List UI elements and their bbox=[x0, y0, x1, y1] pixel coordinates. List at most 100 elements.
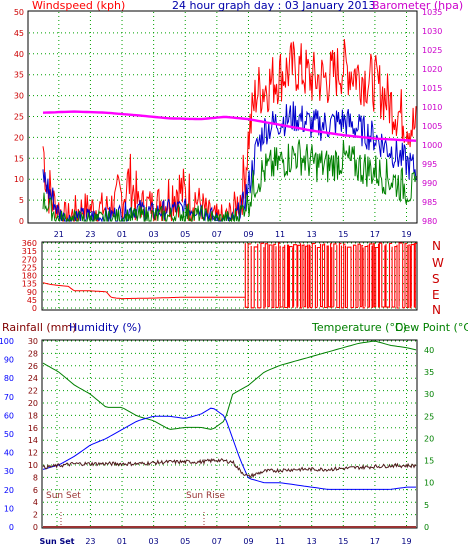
time-tick-label: 01 bbox=[117, 230, 127, 239]
direction-tick-label: 360 bbox=[22, 239, 37, 248]
temperature-panel-frame bbox=[41, 339, 418, 529]
rain-tick-label: 16 bbox=[28, 424, 38, 433]
sun-annotations: Sun Set Sun Rise bbox=[46, 491, 225, 527]
series-line-temperature bbox=[42, 340, 417, 430]
barometer-tick-label: 985 bbox=[422, 198, 437, 207]
direction-tick-label: 180 bbox=[22, 272, 37, 281]
sun-set-label: Sun Set bbox=[46, 491, 81, 501]
humidity-tick-label: 20 bbox=[4, 486, 14, 495]
dewpoint-axis-label: Dew Point (°C) bbox=[395, 321, 468, 334]
wind-tick-label: 5 bbox=[19, 196, 24, 205]
wind-tick-label: 45 bbox=[14, 29, 24, 38]
series-line-wind bbox=[42, 139, 417, 223]
humidity-tick-label: 40 bbox=[4, 449, 14, 458]
humidity-tick-label: 70 bbox=[4, 393, 14, 402]
time-tick-label: 03 bbox=[149, 537, 159, 546]
rain-tick-label: 8 bbox=[33, 473, 38, 482]
temperature-tick-label: 0 bbox=[424, 523, 429, 532]
humidity-axis-label: Humidity (%) bbox=[69, 321, 141, 334]
time-tick-label: 03 bbox=[149, 230, 159, 239]
direction-letter: S bbox=[432, 272, 440, 286]
rain-tick-label: 28 bbox=[28, 349, 38, 358]
temperature-tick-label: 15 bbox=[424, 457, 434, 466]
direction-tick-label: 90 bbox=[27, 288, 37, 297]
time-tick-label: 13 bbox=[307, 230, 317, 239]
humidity-tick-label: 60 bbox=[4, 411, 14, 420]
series-line-barometer bbox=[42, 110, 417, 142]
rain-tick-label: 10 bbox=[28, 461, 38, 470]
series-line-dew-point bbox=[42, 407, 416, 490]
temperature-tick-label: 35 bbox=[424, 368, 434, 377]
time-tick-label: 19 bbox=[401, 230, 411, 239]
wind-series bbox=[42, 38, 417, 223]
rain-tick-label: 12 bbox=[28, 449, 38, 458]
barometer-axis-label: Barometer (hpa) bbox=[372, 0, 463, 12]
direction-tick-label: 135 bbox=[22, 280, 37, 289]
barometer-tick-label: 1025 bbox=[422, 46, 442, 55]
time-tick-label: Sun Set bbox=[40, 537, 75, 546]
humidity-tick-label: 0 bbox=[9, 523, 14, 532]
time-tick-label: 15 bbox=[338, 537, 348, 546]
wind-tick-label: 50 bbox=[14, 8, 24, 17]
rain-tick-label: 30 bbox=[28, 337, 38, 346]
rain-tick-label: 26 bbox=[28, 362, 38, 371]
direction-letters: N W S E N bbox=[432, 239, 444, 317]
barometer-tick-label: 1035 bbox=[422, 8, 442, 17]
time-tick-label: 01 bbox=[117, 537, 127, 546]
wind-panel-frame bbox=[27, 10, 418, 224]
series-line-direction bbox=[42, 282, 246, 300]
time-tick-label: 19 bbox=[401, 537, 411, 546]
sun-rise-label: Sun Rise bbox=[186, 491, 225, 501]
barometer-tick-label: 990 bbox=[422, 179, 437, 188]
direction-panel-frame bbox=[41, 241, 418, 311]
time-tick-label: 23 bbox=[85, 230, 95, 239]
temperature-series bbox=[42, 340, 417, 528]
graph-title: 24 hour graph day : 03 January 2013 bbox=[172, 0, 376, 12]
time-tick-label: 07 bbox=[212, 230, 222, 239]
wind-tick-label: 0 bbox=[19, 217, 24, 226]
direction-tick-label: 45 bbox=[27, 296, 37, 305]
barometer-tick-label: 995 bbox=[422, 160, 437, 169]
humidity-tick-label: 30 bbox=[4, 467, 14, 476]
barometer-tick-label: 1020 bbox=[422, 65, 442, 74]
series-line-gust bbox=[42, 38, 417, 223]
time-tick-label: 09 bbox=[243, 230, 253, 239]
wind-tick-label: 35 bbox=[14, 71, 24, 80]
wind-tick-label: 30 bbox=[14, 92, 24, 101]
humidity-tick-label: 100 bbox=[0, 337, 14, 346]
wind-tick-label: 10 bbox=[14, 175, 24, 184]
rain-tick-label: 0 bbox=[33, 523, 38, 532]
humidity-tick-label: 80 bbox=[4, 374, 14, 383]
wind-axis-label: Windspeed (kph) bbox=[32, 0, 125, 12]
direction-letter: W bbox=[432, 256, 444, 270]
barometer-tick-label: 1010 bbox=[422, 103, 442, 112]
time-tick-label: 15 bbox=[338, 230, 348, 239]
barometer-tick-label: 1000 bbox=[422, 141, 442, 150]
time-tick-label: 17 bbox=[370, 230, 380, 239]
wind-tick-label: 25 bbox=[14, 113, 24, 122]
time-tick-label: 21 bbox=[54, 230, 64, 239]
temperature-tick-label: 10 bbox=[424, 479, 434, 488]
temperature-tick-label: 25 bbox=[424, 412, 434, 421]
time-tick-label: 11 bbox=[275, 537, 285, 546]
rain-tick-label: 18 bbox=[28, 411, 38, 420]
rain-tick-label: 20 bbox=[28, 399, 38, 408]
rain-tick-label: 6 bbox=[33, 486, 38, 495]
tick-labels: 0510152025303540455098098599099510001005… bbox=[0, 8, 442, 546]
wind-tick-label: 20 bbox=[14, 133, 24, 142]
direction-letter: E bbox=[432, 288, 440, 302]
series-line-humidity bbox=[42, 458, 417, 479]
time-tick-label: 05 bbox=[180, 230, 190, 239]
series-line-direction-variable bbox=[244, 242, 417, 309]
rain-tick-label: 14 bbox=[28, 436, 38, 445]
humidity-tick-label: 90 bbox=[4, 356, 14, 365]
barometer-tick-label: 1030 bbox=[422, 27, 442, 36]
direction-tick-label: 315 bbox=[22, 247, 37, 256]
wind-grid bbox=[29, 12, 416, 221]
barometer-tick-label: 980 bbox=[422, 217, 437, 226]
time-tick-label: 23 bbox=[85, 537, 95, 546]
barometer-tick-label: 1005 bbox=[422, 122, 442, 131]
rain-tick-label: 4 bbox=[33, 498, 38, 507]
